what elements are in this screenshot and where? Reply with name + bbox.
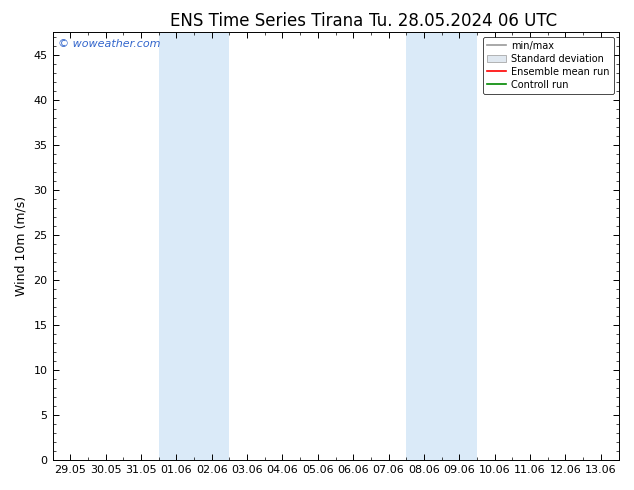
Text: Tu. 28.05.2024 06 UTC: Tu. 28.05.2024 06 UTC xyxy=(369,12,557,30)
Bar xyxy=(406,32,477,460)
Legend: min/max, Standard deviation, Ensemble mean run, Controll run: min/max, Standard deviation, Ensemble me… xyxy=(483,37,614,94)
Text: ENS Time Series Tirana: ENS Time Series Tirana xyxy=(170,12,363,30)
Y-axis label: Wind 10m (m/s): Wind 10m (m/s) xyxy=(15,196,28,296)
Bar xyxy=(158,32,230,460)
Text: © woweather.com: © woweather.com xyxy=(58,39,160,49)
